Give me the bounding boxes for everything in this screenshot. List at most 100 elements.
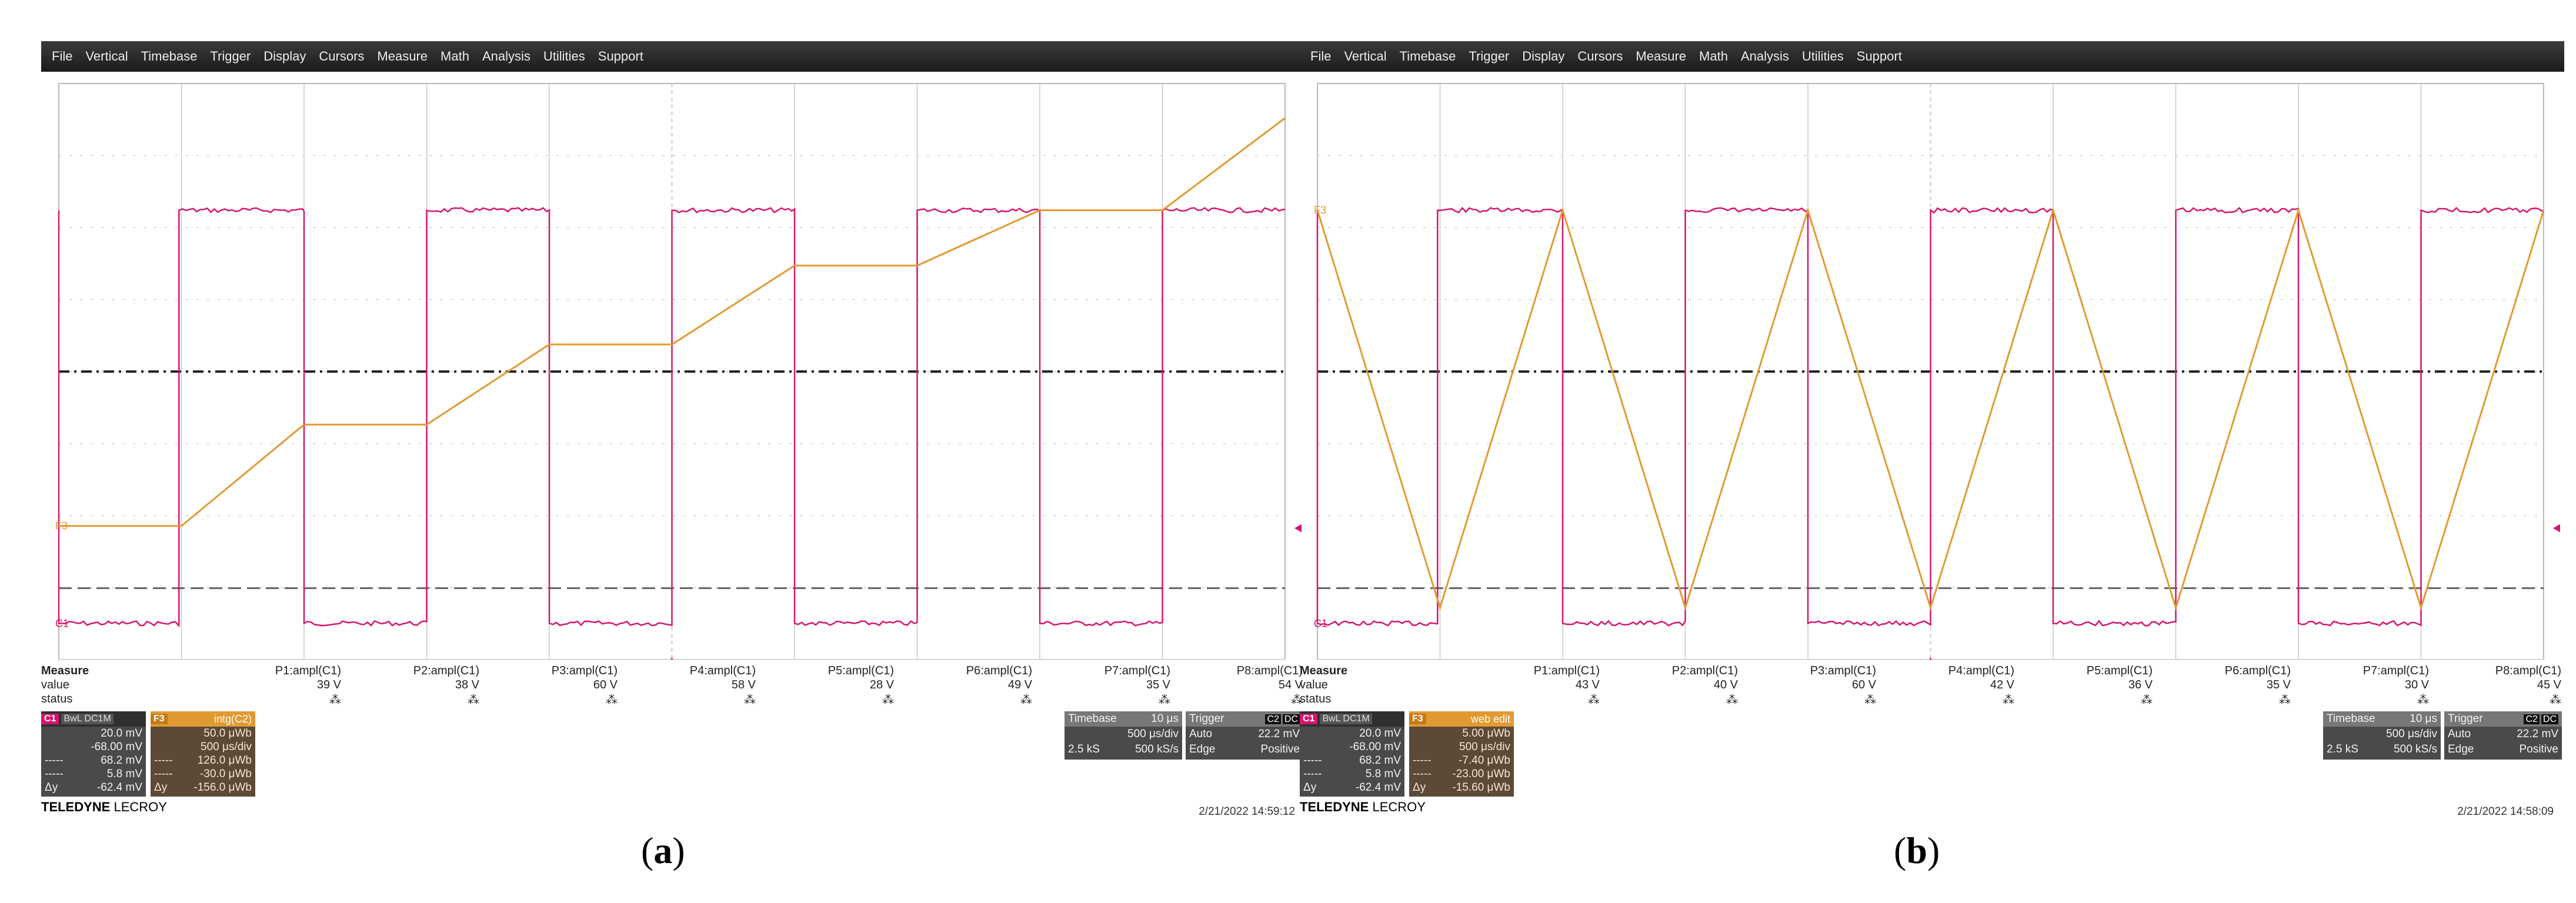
brand-rest: LECROY <box>114 800 167 814</box>
waveform-display[interactable]: F3 C1 <box>1300 72 2564 707</box>
measure-param[interactable]: P6:ampl(C1) <box>966 664 1032 677</box>
measure-table: Measure P1:ampl(C1) P2:ampl(C1) P3:ampl(… <box>1300 664 2564 711</box>
waveform-canvas: F3 C1 <box>55 83 1302 660</box>
measure-param[interactable]: P8:ampl(C1) <box>2495 664 2561 677</box>
c1-channel-marker: C1 <box>55 617 69 629</box>
menu-utilities[interactable]: Utilities <box>1801 49 1844 63</box>
timebase-rate: 500 kS/s <box>1135 743 1179 755</box>
c1-offset: -68.00 mV <box>91 740 142 753</box>
menu-file[interactable]: File <box>1310 49 1332 63</box>
c1-tag: C1 <box>41 714 59 724</box>
math-vdiv: 50.0 μWb <box>203 727 252 740</box>
menu-display[interactable]: Display <box>1522 49 1565 63</box>
timebase-box[interactable]: Timebase 10 μs 500 μs/div 2.5 kS 500 kS/s <box>2323 711 2441 760</box>
math-channel-marker: F3 <box>1314 205 1326 216</box>
trigger-label: Trigger <box>1189 713 1224 725</box>
channel-descriptors: C1 BwL DC1M 20.0 mV -68.00 mV ----- 68.2 m… <box>41 711 260 797</box>
menu-vertical[interactable]: Vertical <box>1344 49 1387 63</box>
menu-measure[interactable]: Measure <box>1636 49 1687 63</box>
measure-param[interactable]: P4:ampl(C1) <box>1948 664 2014 677</box>
status-ok-icon: ⁂ <box>2279 694 2291 707</box>
brand-bold: TELEDYNE <box>41 800 111 814</box>
trigger-coupling: DC <box>1282 714 1300 724</box>
menu-math[interactable]: Math <box>1699 49 1728 63</box>
timebase-samples: 2.5 kS <box>2327 743 2358 755</box>
trigger-level-marker <box>1294 524 1302 533</box>
math-cursor1: -7.40 μWb <box>1458 754 1510 767</box>
status-ok-icon: ⁂ <box>2417 694 2429 707</box>
trigger-type: Edge <box>1189 743 1216 755</box>
measure-status-label: status <box>1300 693 1332 705</box>
menu-cursors[interactable]: Cursors <box>319 49 365 63</box>
menu-support[interactable]: Support <box>598 49 643 63</box>
math-cursor2: -23.00 μWb <box>1452 767 1510 780</box>
timebase-box[interactable]: Timebase 10 μs 500 μs/div 2.5 kS 500 kS/s <box>1065 711 1182 760</box>
c1-offset: -68.00 mV <box>1349 740 1401 753</box>
measure-param[interactable]: P2:ampl(C1) <box>1671 664 1738 677</box>
trigger-box[interactable]: Trigger C2 DC Auto 22.2 mV Edge Positive <box>1186 711 1303 760</box>
math-descriptor-box[interactable]: F3 intg(C2) 50.0 μWb 500 μs/div ----- 126.… <box>151 711 255 797</box>
menu-display[interactable]: Display <box>263 49 306 63</box>
math-row-key: Δy <box>1413 781 1426 794</box>
measure-param[interactable]: P8:ampl(C1) <box>1236 664 1303 677</box>
menu-analysis[interactable]: Analysis <box>482 49 530 63</box>
status-ok-icon: ⁂ <box>1020 694 1032 707</box>
menu-support[interactable]: Support <box>1856 49 1902 63</box>
math-descriptor-box[interactable]: F3 web edit 5.00 μWb 500 μs/div ----- -7.4… <box>1409 711 1514 797</box>
c1-cursor2: 5.8 mV <box>1365 767 1401 780</box>
c1-descriptor-box[interactable]: C1 BwL DC1M 20.0 mV -68.00 mV ----- 68.2 m… <box>1300 711 1404 797</box>
math-function: intg(C2) <box>213 713 252 725</box>
trigger-box[interactable]: Trigger C2 DC Auto 22.2 mV Edge Positive <box>2444 711 2562 760</box>
menu-analysis[interactable]: Analysis <box>1740 49 1789 63</box>
status-ok-icon: ⁂ <box>1291 694 1303 707</box>
timebase-label: Timebase <box>2327 713 2375 725</box>
trigger-position-marker <box>670 657 673 660</box>
math-tag: F3 <box>151 714 168 724</box>
timestamp: 2/21/2022 14:58:09 <box>2457 805 2554 818</box>
c1-square-wave-trace <box>1316 206 2544 627</box>
menu-trigger[interactable]: Trigger <box>210 49 251 63</box>
oscilloscope-panel-b: File Vertical Timebase Trigger Display C… <box>1300 41 2564 823</box>
measure-label: Measure <box>41 664 89 677</box>
c1-descriptor-box[interactable]: C1 BwL DC1M 20.0 mV -68.00 mV ----- 68.2 m… <box>41 711 146 797</box>
c1-vdiv: 20.0 mV <box>101 727 142 740</box>
brand-logo: TELEDYNE LECROY <box>41 800 167 815</box>
caption-b: (b) <box>1894 830 1940 871</box>
measure-value-row: value 39 V 38 V 60 V 58 V 28 V 49 V 35 V… <box>41 678 1306 693</box>
measure-param[interactable]: P1:ampl(C1) <box>275 664 341 677</box>
menu-trigger[interactable]: Trigger <box>1469 49 1510 63</box>
measure-param[interactable]: P7:ampl(C1) <box>1104 664 1170 677</box>
menu-vertical[interactable]: Vertical <box>85 49 128 63</box>
menu-bar: File Vertical Timebase Trigger Display C… <box>41 41 1306 72</box>
timebase-delay: 10 μs <box>2410 713 2437 725</box>
menu-timebase[interactable]: Timebase <box>141 49 198 63</box>
measure-param[interactable]: P2:ampl(C1) <box>413 664 479 677</box>
menu-cursors[interactable]: Cursors <box>1577 49 1623 63</box>
measure-param[interactable]: P3:ampl(C1) <box>551 664 618 677</box>
menu-file[interactable]: File <box>52 49 73 63</box>
oscilloscope-panel-a: File Vertical Timebase Trigger Display C… <box>41 41 1306 823</box>
caption-a: (a) <box>641 830 685 871</box>
measure-param[interactable]: P3:ampl(C1) <box>1810 664 1876 677</box>
menu-timebase[interactable]: Timebase <box>1399 49 1456 63</box>
measure-param[interactable]: P4:ampl(C1) <box>689 664 756 677</box>
measure-value: 28 V <box>869 678 894 691</box>
status-ok-icon: ⁂ <box>329 694 341 707</box>
c1-row-key: Δy <box>1303 781 1317 794</box>
c1-row-key: ----- <box>1303 754 1322 767</box>
menu-math[interactable]: Math <box>441 49 469 63</box>
menu-utilities[interactable]: Utilities <box>543 49 585 63</box>
measure-value: 35 V <box>2266 678 2291 691</box>
status-ok-icon: ⁂ <box>2550 694 2561 707</box>
waveform-display[interactable]: F3 C1 <box>41 72 1306 707</box>
measure-param[interactable]: P5:ampl(C1) <box>2086 664 2153 677</box>
measure-param[interactable]: P6:ampl(C1) <box>2224 664 2291 677</box>
measure-param[interactable]: P7:ampl(C1) <box>2363 664 2429 677</box>
measure-param[interactable]: P5:ampl(C1) <box>827 664 894 677</box>
c1-square-wave-trace <box>58 207 1286 628</box>
measure-value: 45 V <box>2537 678 2561 691</box>
measure-label: Measure <box>1300 664 1348 677</box>
measure-param[interactable]: P1:ampl(C1) <box>1533 664 1600 677</box>
menu-measure[interactable]: Measure <box>377 49 428 63</box>
measure-value-row: value 43 V 40 V 60 V 42 V 36 V 35 V 30 V… <box>1300 678 2564 693</box>
